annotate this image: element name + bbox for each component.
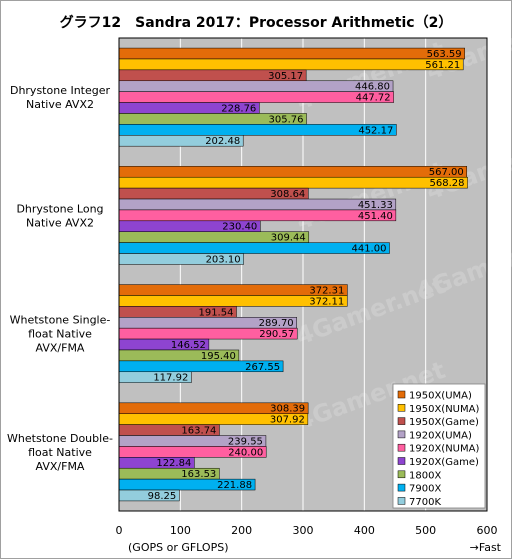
data-label: 230.40: [222, 222, 257, 233]
legend-label: 1920X(UMA): [409, 430, 472, 441]
data-label: 308.64: [270, 189, 305, 200]
legend-label: 1950X(UMA): [409, 391, 472, 402]
bar: [118, 209, 397, 222]
legend-swatch: [397, 457, 406, 465]
data-label: 307.92: [270, 415, 305, 426]
data-label: 309.44: [271, 233, 306, 244]
bar: [118, 47, 465, 60]
x-tick-label: 0: [116, 524, 123, 537]
plot-border: [118, 37, 488, 512]
category-label: AVX/FMA: [36, 342, 85, 355]
legend-swatch: [397, 483, 406, 492]
legend-swatch: [397, 390, 406, 399]
legend-swatch: [397, 497, 406, 505]
legend-swatch: [397, 430, 406, 439]
legend-label: 1920X(NUMA): [409, 444, 479, 455]
data-label: 202.48: [205, 136, 240, 147]
bar: [118, 58, 464, 71]
data-label: 195.40: [201, 351, 236, 362]
chart-title: グラフ12 Sandra 2017：Processor Arithmetic（2…: [59, 15, 453, 31]
x-direction-label: →Fast: [470, 541, 502, 554]
data-label: 305.76: [269, 114, 304, 125]
data-label: 122.84: [156, 458, 191, 469]
data-label: 267.55: [245, 362, 280, 373]
legend-label: 7900X: [409, 484, 441, 495]
category-label: float Native: [28, 446, 92, 459]
data-label: 290.57: [259, 329, 294, 340]
legend-box: [392, 383, 486, 509]
data-label: 163.53: [181, 469, 216, 480]
data-label: 563.59: [427, 49, 462, 60]
legend-swatch: [397, 443, 406, 452]
category-label: AVX/FMA: [36, 460, 85, 473]
bar: [118, 91, 394, 103]
bar: [118, 176, 468, 189]
data-label: 451.40: [358, 211, 393, 222]
x-tick-label: 100: [170, 524, 191, 537]
data-label: 163.74: [181, 426, 216, 437]
data-label: 191.54: [198, 307, 233, 318]
category-label: Native AVX2: [26, 98, 94, 111]
data-label: 240.00: [228, 447, 263, 458]
category-label: float Native: [28, 328, 92, 341]
x-tick-label: 200: [231, 524, 252, 537]
data-label: 372.11: [309, 296, 344, 307]
data-label: 308.39: [270, 404, 305, 415]
data-label: 451.33: [358, 200, 393, 211]
x-tick-label: 600: [477, 524, 498, 537]
bar: [118, 166, 468, 178]
x-tick-label: 300: [293, 524, 314, 537]
data-label: 452.17: [358, 125, 393, 136]
data-label: 441.00: [351, 244, 386, 255]
data-label: 561.21: [425, 60, 460, 71]
x-axis-label: (GOPS or GFLOPS): [128, 541, 229, 554]
data-label: 239.55: [228, 436, 263, 447]
x-tick-label: 400: [354, 524, 375, 537]
bar: [118, 198, 397, 211]
category-label: Dhrystone Long: [16, 202, 103, 215]
data-label: 446.80: [355, 82, 390, 93]
data-label: 98.25: [148, 491, 177, 502]
bar: [118, 80, 394, 92]
category-label: Native AVX2: [26, 216, 94, 229]
data-label: 305.17: [268, 71, 303, 82]
legend-swatch: [397, 470, 406, 479]
legend-label: 1800X: [409, 470, 441, 481]
legend-label: 1950X(Game): [409, 417, 479, 428]
data-label: 568.28: [430, 178, 465, 189]
category-label: Whetstone Single-: [10, 314, 111, 327]
data-label: 221.88: [217, 480, 252, 491]
bar: [118, 242, 390, 254]
data-label: 146.52: [171, 340, 206, 351]
legend-swatch: [397, 404, 406, 412]
data-label: 289.70: [259, 318, 294, 329]
legend-label: 1920X(Game): [409, 457, 479, 468]
data-label: 228.76: [221, 103, 256, 114]
data-label: 203.10: [206, 254, 241, 265]
bar: [118, 124, 397, 136]
data-label: 117.92: [153, 373, 188, 384]
legend-label: 1950X(NUMA): [409, 404, 479, 415]
data-label: 372.31: [309, 285, 344, 296]
legend-swatch: [397, 417, 406, 425]
category-label: Dhrystone Integer: [10, 84, 111, 97]
data-label: 447.72: [356, 93, 391, 104]
data-label: 567.00: [429, 167, 464, 178]
x-tick-label: 500: [415, 524, 436, 537]
category-label: Whetstone Double-: [7, 432, 113, 445]
legend-label: 7700K: [409, 497, 441, 508]
